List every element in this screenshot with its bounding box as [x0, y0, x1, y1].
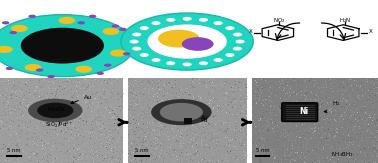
Circle shape	[214, 58, 223, 62]
Circle shape	[0, 46, 13, 53]
Circle shape	[89, 15, 96, 18]
FancyBboxPatch shape	[282, 103, 318, 122]
Circle shape	[102, 28, 119, 35]
Circle shape	[104, 64, 112, 67]
Circle shape	[233, 47, 242, 51]
Circle shape	[112, 24, 119, 28]
Circle shape	[123, 52, 130, 55]
Bar	[184, 118, 192, 124]
Text: NO$_2$: NO$_2$	[273, 16, 286, 25]
Circle shape	[47, 75, 55, 78]
Circle shape	[152, 58, 161, 62]
Circle shape	[140, 53, 149, 57]
Text: 5 nm: 5 nm	[7, 148, 20, 153]
Circle shape	[166, 18, 175, 22]
Text: Fe$_3$O$_4$: Fe$_3$O$_4$	[46, 105, 65, 114]
Circle shape	[183, 17, 192, 21]
Circle shape	[199, 18, 208, 22]
Circle shape	[28, 99, 82, 122]
Text: Au: Au	[71, 95, 92, 104]
Text: H$_2$N: H$_2$N	[339, 16, 351, 25]
Circle shape	[76, 66, 92, 73]
Circle shape	[147, 24, 227, 59]
Circle shape	[151, 99, 212, 125]
Circle shape	[140, 26, 149, 30]
Text: 5 nm: 5 nm	[256, 148, 269, 153]
Circle shape	[158, 30, 200, 48]
Text: X: X	[369, 29, 373, 34]
Bar	[252, 78, 378, 163]
Circle shape	[59, 17, 75, 24]
Circle shape	[0, 15, 134, 77]
Circle shape	[199, 61, 208, 65]
Circle shape	[36, 68, 43, 72]
Circle shape	[119, 28, 127, 31]
Circle shape	[37, 103, 73, 118]
Circle shape	[214, 21, 223, 25]
Bar	[0, 78, 123, 163]
Circle shape	[183, 62, 192, 66]
Text: NH$_3$BH$_3$: NH$_3$BH$_3$	[331, 150, 354, 159]
Circle shape	[182, 37, 214, 51]
Circle shape	[9, 31, 17, 34]
Circle shape	[235, 40, 245, 44]
Text: X: X	[248, 29, 252, 34]
Circle shape	[225, 26, 234, 30]
Circle shape	[160, 103, 203, 121]
Circle shape	[233, 33, 242, 37]
Circle shape	[132, 33, 141, 37]
Circle shape	[225, 53, 234, 57]
Text: Ni: Ni	[299, 107, 308, 116]
Bar	[128, 78, 247, 163]
Circle shape	[77, 21, 85, 24]
Circle shape	[21, 28, 104, 64]
Text: H$_2$: H$_2$	[324, 99, 341, 113]
Circle shape	[110, 50, 127, 57]
Circle shape	[2, 21, 9, 24]
Text: SiO$_2$/Pd$^{2+}$: SiO$_2$/Pd$^{2+}$	[45, 120, 73, 130]
Text: Au: Au	[201, 115, 208, 120]
Circle shape	[130, 40, 139, 44]
Circle shape	[152, 21, 161, 25]
Circle shape	[6, 67, 13, 70]
Text: 5 nm: 5 nm	[135, 148, 148, 153]
Circle shape	[11, 25, 28, 32]
Circle shape	[28, 15, 36, 18]
Circle shape	[132, 47, 141, 51]
Circle shape	[121, 13, 253, 70]
Circle shape	[166, 61, 175, 65]
Circle shape	[96, 72, 104, 75]
Text: Pd: Pd	[201, 118, 208, 123]
Circle shape	[25, 64, 41, 71]
